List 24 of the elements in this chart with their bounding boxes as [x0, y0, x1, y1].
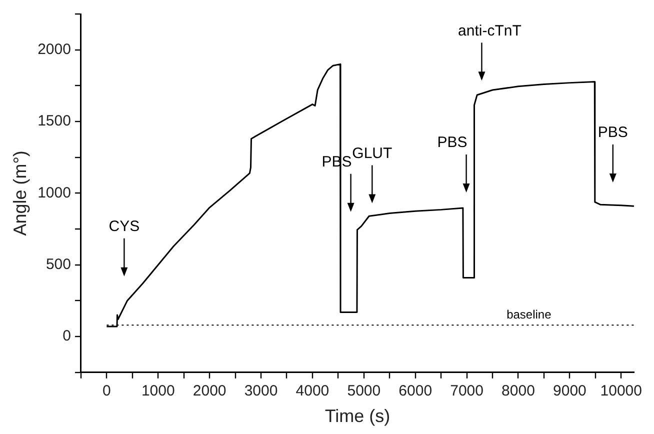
x-tick-label: 3000 — [244, 382, 278, 400]
annotation: anti-cTnT — [458, 22, 522, 40]
x-tick-label: 8000 — [502, 382, 535, 400]
x-tick-label: 5000 — [347, 382, 381, 400]
y-axis-title: Angle (m°) — [10, 150, 30, 236]
y-tick-label: 2000 — [38, 40, 71, 58]
annotation: PBS — [437, 134, 468, 152]
x-tick-label: 9000 — [553, 382, 586, 400]
ref-line-label: baseline — [506, 307, 552, 322]
x-axis-title: Time (s) — [324, 406, 390, 426]
y-tick-label: 1000 — [38, 184, 71, 202]
y-tick-label: 500 — [46, 256, 71, 274]
y-tick-label: 1500 — [38, 112, 71, 130]
annotation: CYS — [108, 218, 140, 235]
annotation: GLUT — [352, 144, 392, 162]
x-tick-label: 10000 — [600, 382, 642, 400]
x-tick-label: 1000 — [141, 382, 175, 400]
x-tick-label: 7000 — [450, 382, 484, 400]
x-tick-label: 4000 — [296, 382, 330, 400]
annotation: PBS — [598, 124, 628, 142]
x-tick-label: 2000 — [192, 382, 226, 400]
y-tick-label: 0 — [62, 328, 71, 345]
x-tick-label: 6000 — [398, 382, 432, 400]
x-tick-label: 0 — [102, 382, 111, 400]
